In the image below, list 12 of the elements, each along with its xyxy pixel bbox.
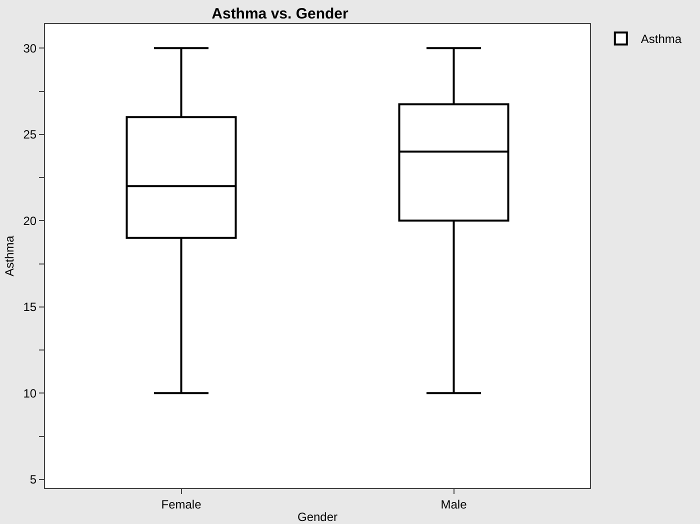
y-tick-label: 30 bbox=[23, 41, 37, 56]
y-tick-label: 5 bbox=[30, 472, 37, 487]
legend-label: Asthma bbox=[640, 32, 682, 46]
y-tick-label: 20 bbox=[23, 214, 37, 228]
y-tick-label: 15 bbox=[23, 300, 37, 314]
y-tick-label: 10 bbox=[23, 386, 37, 400]
chart-title: Asthma vs. Gender bbox=[212, 5, 349, 22]
y-axis-title: Asthma bbox=[2, 235, 17, 276]
x-axis-title: Gender bbox=[297, 510, 338, 524]
x-tick-label: Male bbox=[440, 497, 468, 512]
x-tick-label: Female bbox=[161, 497, 202, 512]
y-tick-label: 25 bbox=[23, 128, 37, 142]
